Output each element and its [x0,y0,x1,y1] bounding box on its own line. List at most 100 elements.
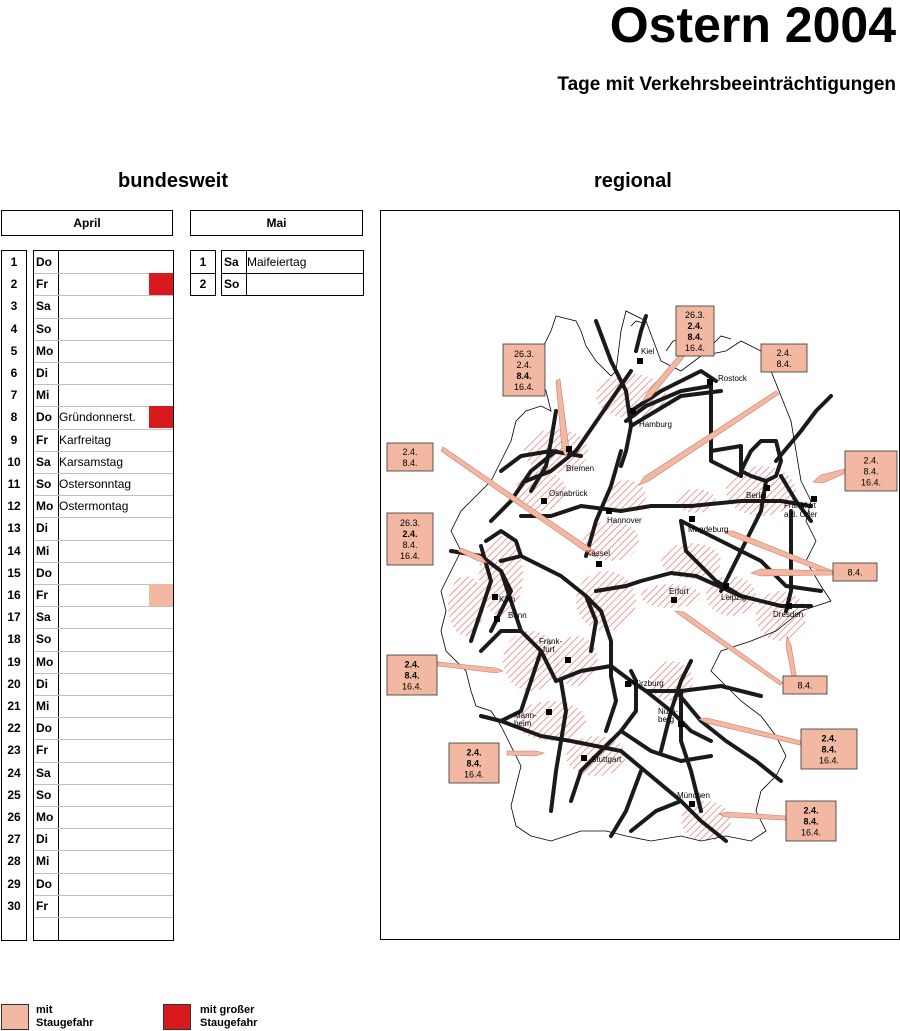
day-number: 12 [7,499,21,514]
calendar-row: Do [34,251,173,273]
row-divider [34,473,173,474]
day-number-row [2,917,26,939]
day-number: 13 [7,521,21,536]
city-kassel: Kassel [586,549,610,558]
day-number: 22 [7,721,21,736]
weekday: Di [36,832,48,847]
day-number: 10 [7,454,21,469]
row-divider [34,339,173,341]
callout-c7: 8.4. [832,562,878,582]
day-number-row: 24 [2,762,26,784]
callout-c2: 26.3.2.4.8.4.16.4. [502,343,546,397]
city-erfurt: Erfurt [669,587,689,596]
callout-date: 26.3. [400,518,420,528]
day-number-row: 13 [2,517,26,539]
calendar-row: Mo [34,650,173,673]
weekday: Mo [36,499,54,514]
weekday: Sa [36,610,51,625]
day-number-row: 1 [191,251,215,273]
holiday-name: Maifeiertag [247,255,307,269]
legend-label-grosse-staugefahr: mit großer Staugefahr [200,1004,258,1029]
calendar-row: Do [34,717,173,739]
day-number-row: 19 [2,651,26,673]
day-number-row: 2 [191,273,215,295]
section-bundesweit: bundesweit [118,170,229,192]
day-number-row: 12 [2,495,26,517]
day-number-row: 5 [2,340,26,362]
weekday: Do [36,876,52,891]
weekday: So [36,477,52,491]
row-divider [34,539,173,541]
city-labels: Kiel Rostock Hamburg Bremen Osnabrück Ha… [499,347,818,800]
row-divider [34,561,173,563]
callout-boxes: 26.3.2.4.8.4.16.4.26.3.2.4.8.4.16.4.2.4.… [386,305,898,842]
holiday-name: Ostersonntag [59,477,132,491]
day-number-row: 2 [2,273,26,295]
day-number: 2 [199,277,207,292]
weekday: Fr [36,743,48,758]
callout-date: 16.4. [464,770,484,780]
weekday: Do [36,255,52,269]
callout-date: 8.4. [402,458,417,468]
weekday: Do [36,565,52,580]
calendar-row: Mi [34,539,173,562]
calendar-row: Mi [34,695,173,717]
row-divider [34,628,173,630]
weekday: Do [36,410,52,425]
callout-box [782,675,828,695]
row-divider [34,761,173,763]
city-rostock: Rostock [718,374,748,383]
day-number: 17 [7,610,21,625]
callout-date: 16.4. [801,828,821,838]
row-divider [222,273,363,275]
day-number-row: 20 [2,673,26,695]
calendar-row: So [34,783,173,806]
day-number: 25 [7,787,21,802]
weekday: Fr [36,588,48,602]
weekday: Sa [36,454,51,469]
day-number-row: 21 [2,695,26,717]
april-header: April [1,210,173,236]
germany-border [440,310,832,842]
city-bremen: Bremen [566,464,594,473]
day-number-row: 28 [2,850,26,872]
callout-c6: 26.3.2.4.8.4.16.4. [386,512,434,566]
calendar-row: Mi [34,384,173,406]
calendar-row: Do [34,561,173,584]
page-subtitle: Tage mit Verkehrsbeeinträchtigungen [557,74,896,95]
day-number-row: 14 [2,540,26,562]
callout-date: 2.4. [821,734,836,744]
high-congestion-marker [149,273,173,296]
weekday: Mo [36,654,54,669]
day-number: 23 [7,743,21,758]
city-muenchen: München [677,791,710,800]
day-number-row: 4 [2,318,26,340]
congestion-marker [149,584,173,606]
city-berlin: Berlin [746,491,766,500]
callout-date: 2.4. [402,529,417,539]
callout-date: 8.4. [776,359,791,369]
calendar-row: Di [34,517,173,539]
section-regional: regional [594,170,672,192]
city-nuernberg: Nürn- [658,707,678,716]
row-divider [34,362,173,363]
day-number-row: 25 [2,784,26,806]
day-number-row: 27 [2,828,26,850]
mai-calendar: Sa Maifeiertag So [221,250,364,296]
row-divider [34,894,173,896]
callout-c10: 2.4.8.4.16.4. [448,742,500,784]
weekday-divider [246,251,247,295]
calendar-row: Mo [34,339,173,362]
callout-date: 2.4. [402,447,417,457]
weekday: Mi [36,388,50,403]
day-number: 29 [7,876,21,891]
callout-box [844,450,898,492]
calendar-row: Do Gründonnerst. [34,406,173,429]
callout-date: 2.4. [404,660,419,670]
callout-date: 2.4. [863,456,878,466]
callout-box [386,442,434,472]
day-number-row: 17 [2,606,26,628]
city-nuernberg-2: berg [658,715,674,724]
city-kiel: Kiel [641,347,655,356]
row-divider [34,406,173,408]
